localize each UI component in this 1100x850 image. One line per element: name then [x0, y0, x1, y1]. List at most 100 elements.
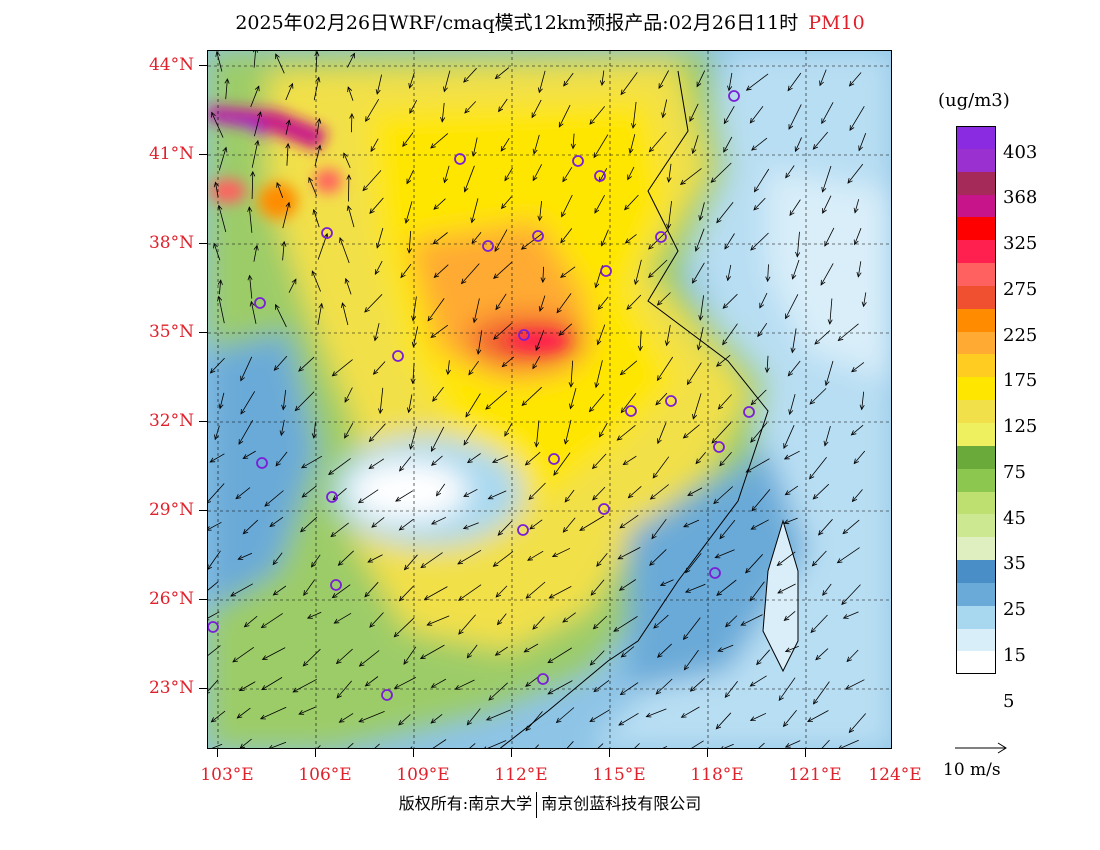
wind-vector-head — [778, 695, 784, 702]
wind-vector-head — [692, 413, 697, 420]
wind-vector — [639, 330, 642, 351]
wind-vector-head — [368, 463, 375, 470]
wind-vector-head — [613, 626, 620, 632]
wind-vector-head — [745, 85, 752, 91]
wind-vector — [751, 389, 767, 405]
wind-vector-head — [648, 146, 655, 153]
wind-vector — [852, 489, 863, 502]
wind-vector-head — [373, 335, 379, 342]
wind-vector-head — [346, 205, 352, 211]
wind-vector — [558, 323, 573, 336]
wind-vector-head — [807, 717, 813, 723]
wind-vector — [253, 51, 256, 68]
wind-vector-head — [532, 148, 538, 155]
wind-vector — [275, 304, 287, 328]
wind-vector-head — [691, 148, 697, 155]
wind-vector-head — [423, 595, 430, 600]
wind-vector-head — [721, 746, 724, 748]
city-marker — [381, 689, 393, 701]
wind-vector — [395, 490, 414, 502]
taiwan-island — [762, 519, 799, 673]
wind-vector-head — [537, 215, 543, 222]
wind-vector — [242, 450, 256, 459]
wind-vector — [715, 549, 735, 558]
wind-vector-head — [252, 51, 258, 53]
hotspots — [208, 106, 568, 351]
wind-vector — [724, 681, 738, 698]
wind-vector — [524, 643, 539, 653]
wind-vector-head — [399, 465, 405, 472]
wind-vector-head — [484, 746, 487, 748]
wind-vector — [374, 743, 380, 748]
map-title: 2025年02月26日WRF/cmaq模式12km预报产品:02月26日11时 P… — [0, 8, 1100, 35]
wind-vector-head — [698, 315, 704, 321]
wind-vector-head — [790, 347, 796, 354]
wind-vector — [214, 425, 220, 440]
legend-label: 35 — [1003, 553, 1026, 574]
wind-vector — [597, 324, 606, 345]
wind-vector-head — [600, 240, 606, 247]
wind-vector-head — [402, 141, 408, 148]
wind-vector — [725, 615, 738, 627]
wind-vector-head — [328, 469, 334, 476]
wind-vector-head — [783, 615, 790, 621]
wind-vector — [455, 679, 475, 690]
legend-swatch — [956, 582, 996, 606]
wind-vector-head — [765, 276, 771, 283]
wind-vector — [463, 522, 479, 529]
wind-vector-head — [427, 315, 433, 322]
wind-vector-head — [454, 685, 461, 690]
wind-vector — [358, 711, 385, 723]
forecast-map[interactable] — [207, 50, 892, 749]
wind-vector — [757, 322, 768, 337]
wind-vector-head — [487, 494, 494, 500]
wind-vector-head — [235, 494, 242, 500]
wind-vector-head — [809, 473, 815, 480]
wind-vector — [528, 482, 546, 500]
wind-vector — [535, 744, 539, 748]
wind-vector — [854, 199, 860, 213]
wind-vector — [812, 131, 829, 150]
wind-vector — [778, 677, 796, 701]
wind-vector-head — [259, 714, 266, 720]
wind-vector-head — [827, 319, 833, 325]
wind-vector-head — [661, 112, 667, 119]
wind-vector-head — [496, 619, 503, 626]
wind-vector-head — [285, 142, 291, 149]
wind-vector — [408, 394, 413, 413]
wind-vector-head — [764, 367, 770, 374]
lon-tick — [609, 749, 610, 757]
wind-vector-head — [695, 458, 701, 465]
wind-vector — [532, 356, 541, 369]
wind-vector-head — [846, 656, 852, 663]
wind-vector-head — [750, 245, 756, 251]
wind-vector — [403, 646, 417, 665]
wind-vector — [814, 330, 831, 345]
wind-vector — [364, 294, 383, 313]
wind-vector — [849, 72, 862, 87]
lon-label-109: 109°E — [396, 765, 450, 785]
wind-vector-head — [471, 238, 477, 245]
wind-vector — [529, 519, 543, 530]
wind-vector-head — [652, 472, 658, 479]
wind-vector — [593, 679, 610, 692]
wind-vector-head — [393, 684, 400, 689]
wind-vector — [650, 484, 669, 500]
wind-vector-head — [240, 375, 245, 382]
wind-vector-head — [215, 51, 221, 57]
wind-vector-head — [430, 332, 437, 338]
wind-vector-head — [811, 560, 818, 567]
legend-swatch — [956, 285, 996, 309]
wind-vector — [533, 134, 540, 154]
wind-vector-head — [788, 409, 794, 416]
wind-vector — [751, 519, 769, 530]
city-marker — [517, 524, 529, 536]
wind-vector-head — [653, 623, 659, 629]
wind-vector — [497, 521, 512, 536]
wind-vector — [683, 519, 700, 528]
wind-vector — [649, 549, 667, 566]
wind-vector — [487, 740, 507, 748]
wind-vector-head — [525, 593, 532, 599]
wind-vector — [412, 296, 417, 321]
wind-vector — [208, 550, 221, 570]
